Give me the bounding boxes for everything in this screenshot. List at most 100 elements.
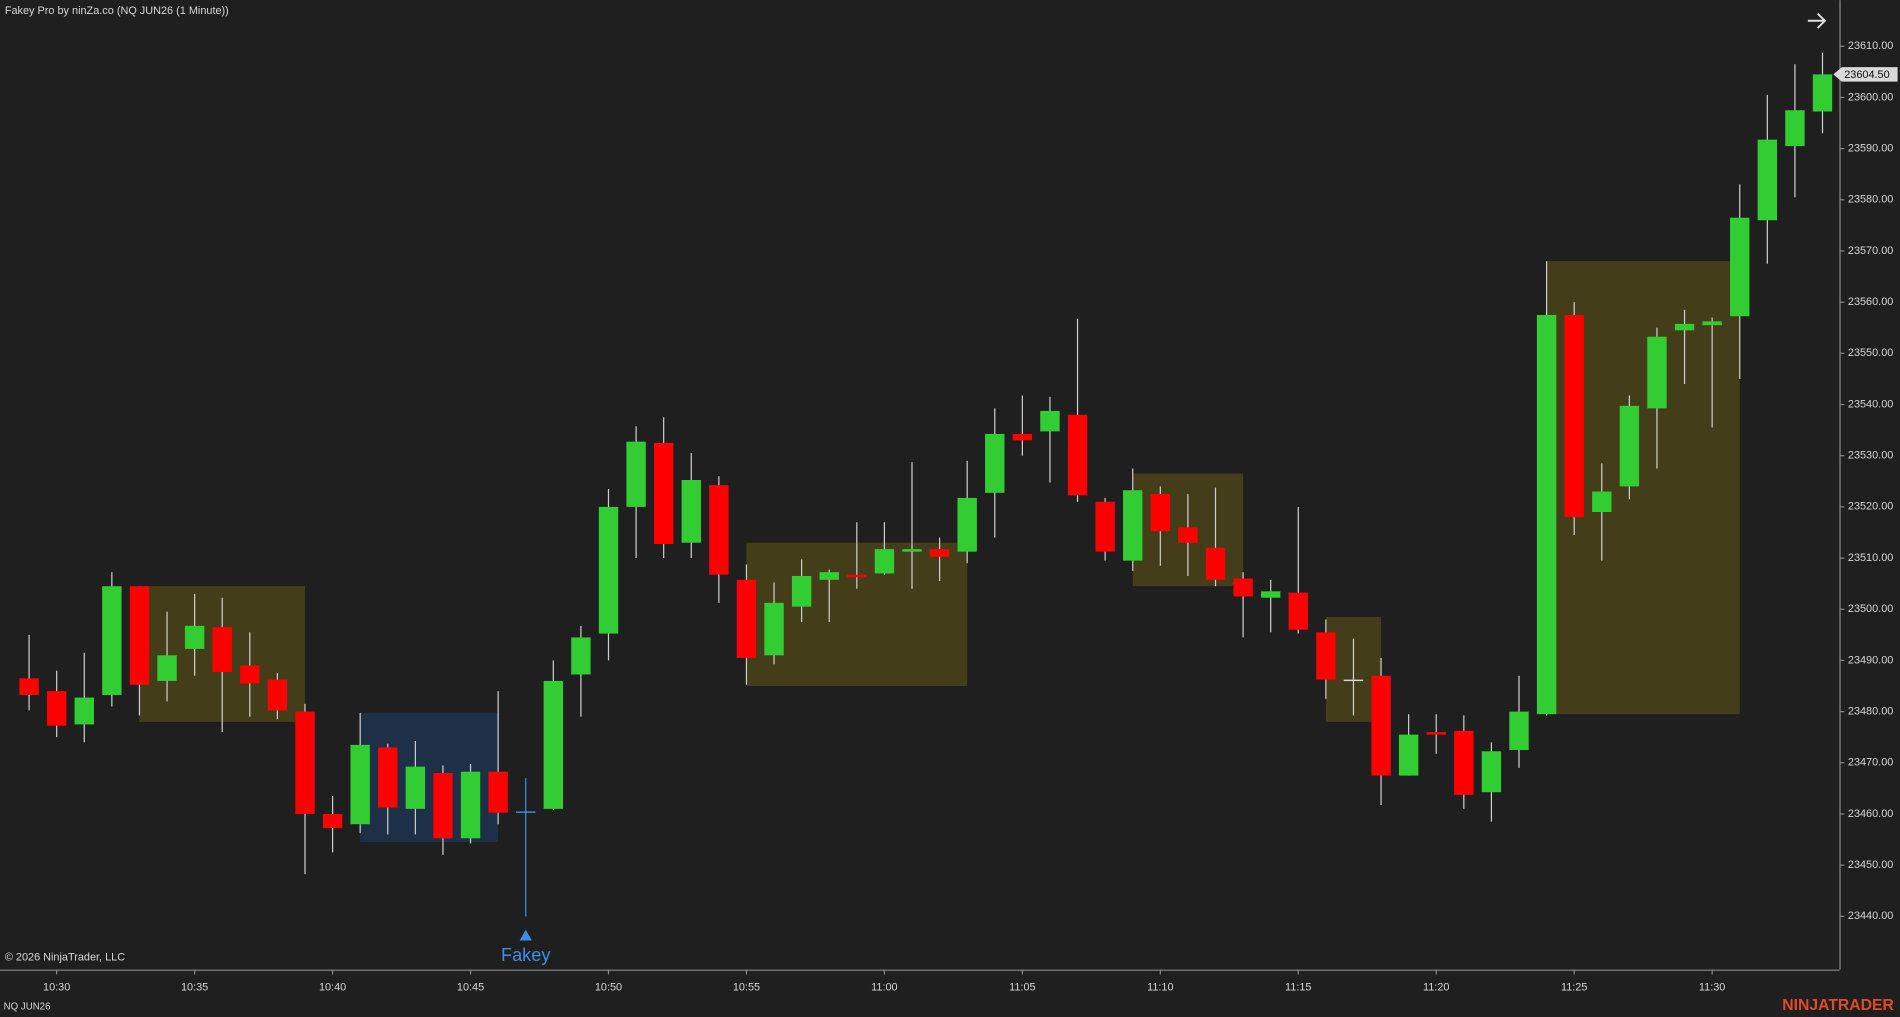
candle-body bbox=[19, 678, 39, 695]
candle-body bbox=[1564, 314, 1584, 518]
candle-body bbox=[957, 497, 977, 552]
candle-body bbox=[1343, 679, 1364, 682]
signal-marker bbox=[519, 929, 532, 941]
x-tick-label: 10:45 bbox=[457, 982, 484, 994]
x-tick-label: 11:10 bbox=[1147, 982, 1173, 994]
x-tick-label: 10:35 bbox=[181, 982, 208, 994]
candle-body bbox=[1288, 592, 1308, 630]
candle-body bbox=[1371, 675, 1391, 776]
candle-body bbox=[1205, 547, 1226, 580]
candle-body bbox=[488, 771, 508, 813]
candle-body bbox=[1067, 414, 1088, 496]
candle-body bbox=[598, 506, 619, 634]
candle-body bbox=[902, 549, 922, 552]
candle-body bbox=[681, 480, 701, 543]
candle-body bbox=[929, 549, 950, 557]
y-tick-label: 23510.00 bbox=[1848, 552, 1893, 564]
x-tick-label: 11:30 bbox=[1699, 982, 1725, 994]
candle-body bbox=[378, 747, 398, 808]
chart-title: Fakey Pro by ninZa.co (NQ JUN26 (1 Minut… bbox=[5, 5, 229, 17]
candle-body bbox=[543, 680, 564, 809]
y-tick-label: 23550.00 bbox=[1848, 347, 1893, 359]
y-tick-label: 23600.00 bbox=[1848, 91, 1893, 103]
candle-body bbox=[1812, 74, 1833, 112]
candle-body bbox=[1509, 711, 1529, 750]
candle-body bbox=[267, 679, 288, 711]
x-tick-label: 10:55 bbox=[733, 982, 760, 994]
y-tick-label: 23590.00 bbox=[1848, 142, 1893, 154]
signal-label: Fakey bbox=[501, 945, 551, 965]
candle-body bbox=[1536, 314, 1557, 715]
candle-body bbox=[1426, 732, 1446, 735]
copyright: © 2026 NinjaTrader, LLC bbox=[5, 951, 125, 963]
y-tick-label: 23580.00 bbox=[1848, 194, 1893, 206]
y-tick-label: 23440.00 bbox=[1848, 910, 1893, 922]
candle-body bbox=[764, 602, 784, 656]
candle-body bbox=[819, 572, 839, 580]
candle-body bbox=[129, 586, 150, 685]
candle-body bbox=[1730, 217, 1750, 317]
axes: 23440.00 23450.00 23460.00 23470.00 23480.00… bbox=[43, 40, 1898, 994]
y-tick-label: 23530.00 bbox=[1848, 450, 1893, 462]
y-tick-label: 23570.00 bbox=[1848, 245, 1893, 257]
candle-body bbox=[626, 441, 646, 507]
candle-body bbox=[102, 586, 122, 695]
y-tick-label: 23470.00 bbox=[1848, 757, 1893, 769]
candle-body bbox=[847, 574, 867, 578]
candle-body bbox=[1316, 632, 1336, 680]
candle-body bbox=[1481, 751, 1502, 793]
candle-body bbox=[571, 637, 591, 675]
y-tick-label: 23520.00 bbox=[1848, 501, 1893, 513]
candle-body bbox=[74, 697, 94, 725]
candle-body bbox=[1260, 591, 1281, 598]
y-tick-label: 23610.00 bbox=[1848, 40, 1893, 52]
x-tick-label: 11:25 bbox=[1561, 982, 1587, 994]
candle-body bbox=[184, 625, 205, 649]
x-tick-label: 11:05 bbox=[1009, 982, 1035, 994]
instrument: NQ JUN26 bbox=[4, 1002, 51, 1013]
candle-body bbox=[1233, 578, 1253, 597]
candle-body bbox=[350, 744, 370, 825]
candle-body bbox=[1785, 110, 1805, 147]
candle-body bbox=[1757, 139, 1778, 221]
candle-body bbox=[1398, 734, 1419, 776]
candle-body bbox=[240, 665, 260, 684]
candle-body bbox=[405, 766, 426, 809]
last-price-label: 23604.50 bbox=[1844, 69, 1889, 81]
y-tick-label: 23500.00 bbox=[1848, 603, 1893, 615]
candle-body bbox=[874, 549, 895, 574]
candle-body bbox=[1619, 405, 1640, 487]
brand-logo: NINJATRADER bbox=[1782, 997, 1894, 1014]
y-tick-label: 23450.00 bbox=[1848, 859, 1893, 871]
x-tick-label: 11:00 bbox=[871, 982, 897, 994]
x-tick-label: 10:50 bbox=[595, 982, 622, 994]
candle-body bbox=[46, 691, 67, 726]
candle-body bbox=[1674, 323, 1695, 331]
candle-body bbox=[1592, 491, 1612, 512]
candle-body bbox=[1454, 730, 1474, 795]
y-tick-label: 23460.00 bbox=[1848, 808, 1893, 820]
candle-body bbox=[322, 813, 343, 829]
candle-body bbox=[1123, 490, 1143, 561]
candle-body bbox=[157, 655, 177, 681]
candle-body bbox=[433, 773, 453, 839]
candle-body bbox=[1150, 494, 1171, 532]
candle-body bbox=[1040, 410, 1060, 432]
candle-body bbox=[709, 485, 729, 575]
candle-body bbox=[460, 771, 481, 839]
y-tick-label: 23490.00 bbox=[1848, 654, 1893, 666]
candle-body bbox=[653, 442, 674, 544]
candle-body bbox=[516, 811, 536, 813]
candle-body bbox=[791, 575, 812, 607]
candle-body bbox=[736, 579, 757, 658]
x-tick-label: 10:30 bbox=[43, 982, 70, 994]
candle-body bbox=[1178, 527, 1198, 543]
candle-body bbox=[295, 711, 315, 814]
x-tick-label: 10:40 bbox=[319, 982, 346, 994]
x-tick-label: 11:20 bbox=[1423, 982, 1449, 994]
scroll-arrow[interactable] bbox=[1807, 12, 1827, 29]
candle-body bbox=[1095, 501, 1115, 552]
candles bbox=[19, 52, 1833, 917]
